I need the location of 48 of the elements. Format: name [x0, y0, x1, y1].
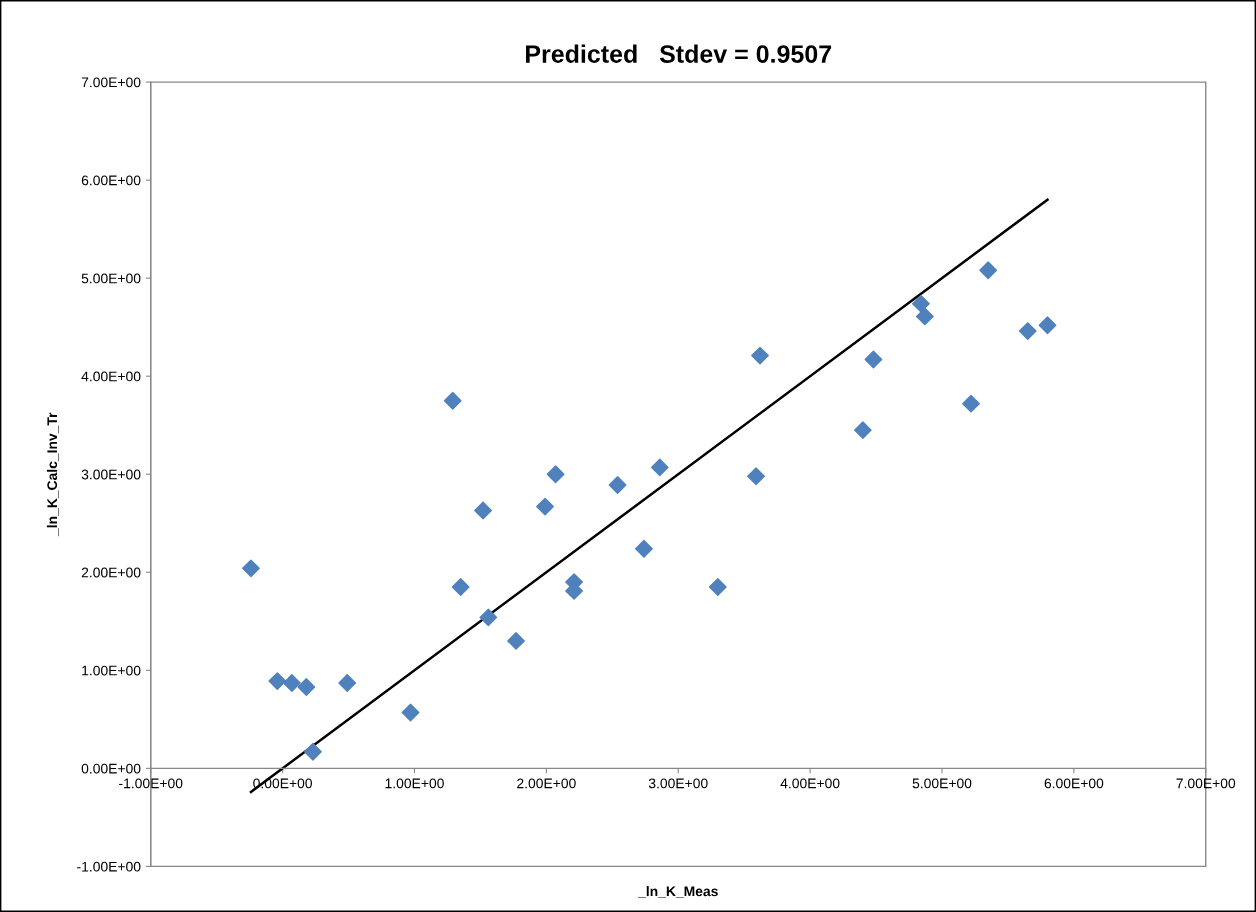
point — [853, 421, 872, 440]
point — [242, 559, 260, 578]
y-tick-label: 2.00E+00 — [81, 567, 141, 578]
point — [911, 294, 930, 313]
y-tick-label: 4.00E+00 — [81, 371, 141, 382]
point — [536, 497, 554, 516]
x-tick-label: 5.00E+00 — [912, 778, 972, 789]
point — [282, 674, 301, 692]
point — [650, 458, 669, 477]
chart-title: Predicted Stdev = 0.9507 — [526, 44, 832, 63]
point — [915, 307, 934, 326]
point — [751, 346, 769, 365]
x-tick-label: 2.00E+00 — [517, 778, 576, 789]
point — [443, 391, 462, 410]
x-tick-label: 7.00E+00 — [1176, 778, 1236, 789]
point — [479, 608, 498, 627]
point — [1038, 316, 1057, 335]
point — [297, 678, 316, 696]
x-tick-label: 1.00E+00 — [385, 778, 444, 789]
point — [979, 261, 998, 280]
point — [338, 674, 357, 692]
y-axis-title: _ln_K_Calc_Inv_Tr — [46, 412, 59, 537]
x-axis-title: _ln_K_Meas — [637, 886, 718, 898]
x-tick-label: 6.00E+00 — [1044, 778, 1104, 789]
point — [864, 350, 883, 369]
point — [708, 578, 727, 596]
x-tick-label: 3.00E+00 — [648, 778, 708, 789]
point — [401, 703, 420, 722]
x-tick-label: 4.00E+00 — [780, 778, 840, 789]
y-tick-label: 0.00E+00 — [81, 763, 141, 774]
y-tick-label: 6.00E+00 — [81, 175, 141, 186]
point — [268, 672, 287, 691]
y-tick-label: 5.00E+00 — [81, 273, 141, 284]
point — [962, 394, 980, 413]
y-tick-label: 1.00E+00 — [82, 665, 141, 676]
point — [451, 578, 470, 596]
point — [507, 631, 525, 650]
y-tick-label: 3.00E+00 — [81, 469, 141, 480]
y-tick-label: 7.00E+00 — [81, 77, 141, 88]
point — [304, 742, 322, 761]
point — [546, 465, 565, 484]
point — [1018, 322, 1037, 341]
y-tick-label: -1.00E+00 — [77, 861, 141, 872]
point — [635, 539, 653, 558]
point — [747, 467, 765, 486]
point — [474, 501, 492, 520]
point — [608, 476, 627, 494]
x-tick-label: -1.00E+00 — [119, 778, 183, 789]
